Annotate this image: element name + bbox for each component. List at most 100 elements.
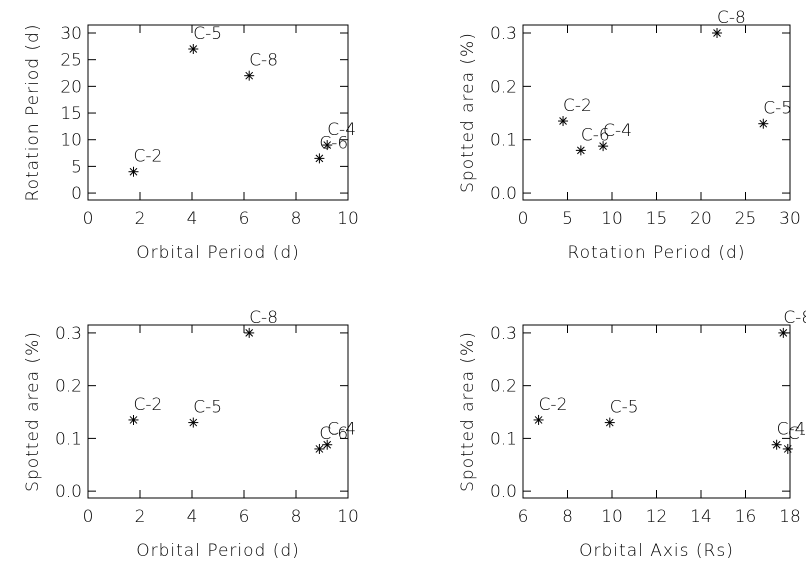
y-tick-label: 0 [71,184,82,204]
point [188,417,199,428]
point-label: C-8 [249,308,278,328]
point-stroke [534,416,543,424]
point [188,44,199,55]
plot-frame [87,324,349,499]
point-stroke [323,141,332,149]
x-tick-label: 6 [518,507,529,527]
point-label: C-6 [788,424,806,444]
y-tick-label: 15 [60,104,82,124]
x-tick-label: 20 [690,209,712,229]
point-stroke [783,445,792,453]
y-tick-label: 0.2 [490,77,517,97]
x-tick-label: 5 [562,209,573,229]
point [712,28,723,39]
point-stroke [559,117,567,125]
point [128,166,139,177]
point-stroke [315,154,324,163]
x-tick-label: 8 [291,507,302,527]
point [314,443,325,454]
point-stroke [189,45,198,53]
y-tick-label: 0.3 [490,324,517,344]
y-axis-label: Spotted area (%) [23,331,43,492]
x-axis-label: Orbital Period (d) [136,243,300,263]
y-tick-label: 0.0 [55,482,82,502]
y-tick-label: 0.2 [55,377,82,397]
point-stroke [323,440,332,449]
x-tick-label: 10 [337,507,359,527]
point-label: C-2 [134,147,163,167]
y-tick-label: 0.2 [490,377,517,397]
point-label: C-5 [610,398,639,418]
point-stroke [245,329,254,337]
point-label: C-4 [327,120,356,140]
point [771,439,782,450]
x-axis-label: Orbital Period (d) [136,541,300,561]
point-label: C-4 [327,420,356,440]
point-label: C-8 [249,51,278,71]
x-tick-label: 4 [187,507,198,527]
y-tick-label: 0.3 [55,324,82,344]
point-stroke [129,167,138,176]
x-tick-label: 10 [337,209,359,229]
y-tick-label: 0.3 [490,24,517,44]
x-tick-label: 2 [135,507,146,527]
x-tick-label: 0 [518,209,529,229]
x-tick-label: 6 [239,507,250,527]
y-axis-label: Spotted area (%) [458,32,478,193]
point [322,439,333,450]
point-label: C-2 [563,96,592,116]
x-tick-label: 25 [735,209,757,229]
y-axis-label: Rotation Period (d) [23,24,43,202]
point [604,417,615,428]
point [322,140,333,151]
point-label: C-6 [581,125,610,145]
point [314,153,325,164]
point-stroke [779,329,788,337]
point-stroke [605,418,614,427]
y-tick-label: 0.1 [490,429,517,449]
point-stroke [576,146,585,155]
x-tick-label: 8 [291,209,302,229]
x-tick-label: 18 [779,507,801,527]
y-tick-label: 10 [60,131,82,151]
point-stroke [713,29,721,37]
y-tick-label: 0.0 [490,184,517,204]
plot-frame [87,24,349,201]
point-label: C-6 [319,133,348,153]
point [575,145,586,156]
x-tick-label: 8 [562,507,573,527]
y-tick-label: 0.1 [490,131,517,151]
point-stroke [129,416,138,424]
point [558,116,569,127]
x-tick-label: 0 [83,209,94,229]
point-label: C-2 [539,395,568,415]
x-axis-label: Rotation Period (d) [568,243,746,263]
y-tick-label: 20 [60,77,82,97]
x-tick-label: 16 [735,507,757,527]
point-label: C-5 [193,398,222,418]
point [128,414,139,425]
y-axis-label: Spotted area (%) [458,331,478,492]
x-tick-label: 4 [187,209,198,229]
point-label: C-2 [134,395,163,415]
point-label: C-5 [193,24,222,44]
point-stroke [315,445,324,453]
y-tick-label: 25 [60,51,82,71]
point-label: C-8 [717,8,746,28]
x-axis-label: Orbital Axis (Rs) [579,541,734,561]
point-stroke [599,142,607,150]
y-tick-label: 30 [60,24,82,44]
x-tick-label: 0 [83,507,94,527]
point [758,118,769,129]
point-label: C-4 [603,121,632,141]
x-tick-label: 6 [239,209,250,229]
x-tick-label: 10 [601,209,623,229]
x-tick-label: 30 [779,209,801,229]
point-stroke [245,71,254,80]
point-stroke [759,119,768,128]
point [244,70,255,81]
point [778,327,789,338]
point [533,414,544,425]
point [598,141,609,152]
point-label: C-4 [777,420,806,440]
